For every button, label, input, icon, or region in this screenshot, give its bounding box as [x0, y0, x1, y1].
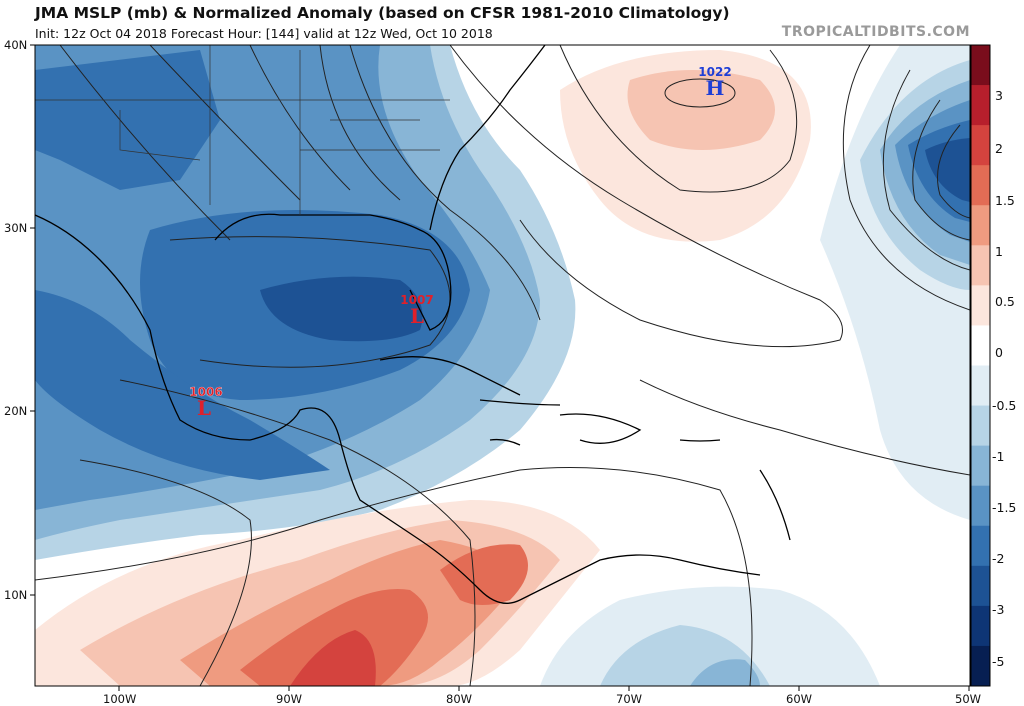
colorbar-label: -1.5 [992, 500, 1017, 515]
colorbar-segment [971, 205, 990, 246]
lat-label-40n: 40N [4, 38, 28, 52]
low-center-gulf-west: 1006 L [186, 385, 226, 418]
anomaly-colorbar [970, 44, 991, 687]
lon-label-70w: 70W [616, 692, 643, 706]
colorbar-segment [971, 285, 990, 326]
lon-label-60w: 60W [786, 692, 813, 706]
colorbar-label: -0.5 [992, 398, 1017, 413]
lat-label-10n: 10N [4, 588, 28, 602]
lat-label-20n: 20N [4, 404, 28, 418]
colorbar-segment [971, 245, 990, 286]
colorbar-label: 0.5 [995, 294, 1015, 309]
map-field [35, 45, 970, 686]
colorbar-segment [971, 605, 990, 647]
lat-label-30n: 30N [4, 221, 28, 235]
colorbar-label: -1 [992, 449, 1005, 464]
colorbar-label: 3 [995, 88, 1003, 103]
colorbar-label: -3 [992, 602, 1005, 617]
colorbar-segment [971, 85, 990, 126]
low-pressure-value: 1006 [189, 385, 223, 399]
colorbar-segment [971, 45, 990, 86]
colorbar-label: 2 [995, 141, 1003, 156]
high-center-atlantic: 1022 H [695, 65, 735, 100]
colorbar-segment [971, 525, 990, 567]
colorbar-segment [971, 565, 990, 607]
colorbar-label: -2 [992, 551, 1005, 566]
colorbar-segment [971, 445, 990, 487]
colorbar-frame [970, 44, 991, 687]
high-pressure-symbol: H [705, 76, 725, 100]
colorbar-label: 1.5 [995, 193, 1015, 208]
lon-label-100w: 100W [103, 692, 137, 706]
map-subtitle: Init: 12z Oct 04 2018 Forecast Hour: [14… [35, 26, 493, 41]
colorbar-segment [971, 485, 990, 527]
lon-label-50w: 50W [955, 692, 982, 706]
low-pressure-symbol: L [196, 396, 212, 420]
colorbar-label: -5 [992, 654, 1005, 669]
colorbar-segment [971, 645, 990, 687]
colorbar-segment [971, 165, 990, 206]
low-pressure-symbol: L [409, 304, 425, 328]
colorbar-label: 0 [995, 345, 1003, 360]
high-pressure-value: 1022 [698, 65, 732, 79]
colorbar-segment [971, 365, 990, 407]
map-title: JMA MSLP (mb) & Normalized Anomaly (base… [35, 4, 730, 22]
colorbar-segment [971, 325, 990, 366]
lon-label-80w: 80W [446, 692, 473, 706]
colorbar-segment [971, 405, 990, 447]
colorbar-segment [971, 125, 990, 166]
colorbar-label: 1 [995, 244, 1003, 259]
low-pressure-value: 1007 [400, 293, 434, 307]
brand-watermark: TROPICALTIDBITS.COM [781, 24, 970, 40]
low-center-florida: 1007 L [397, 293, 437, 328]
lon-label-90w: 90W [276, 692, 303, 706]
